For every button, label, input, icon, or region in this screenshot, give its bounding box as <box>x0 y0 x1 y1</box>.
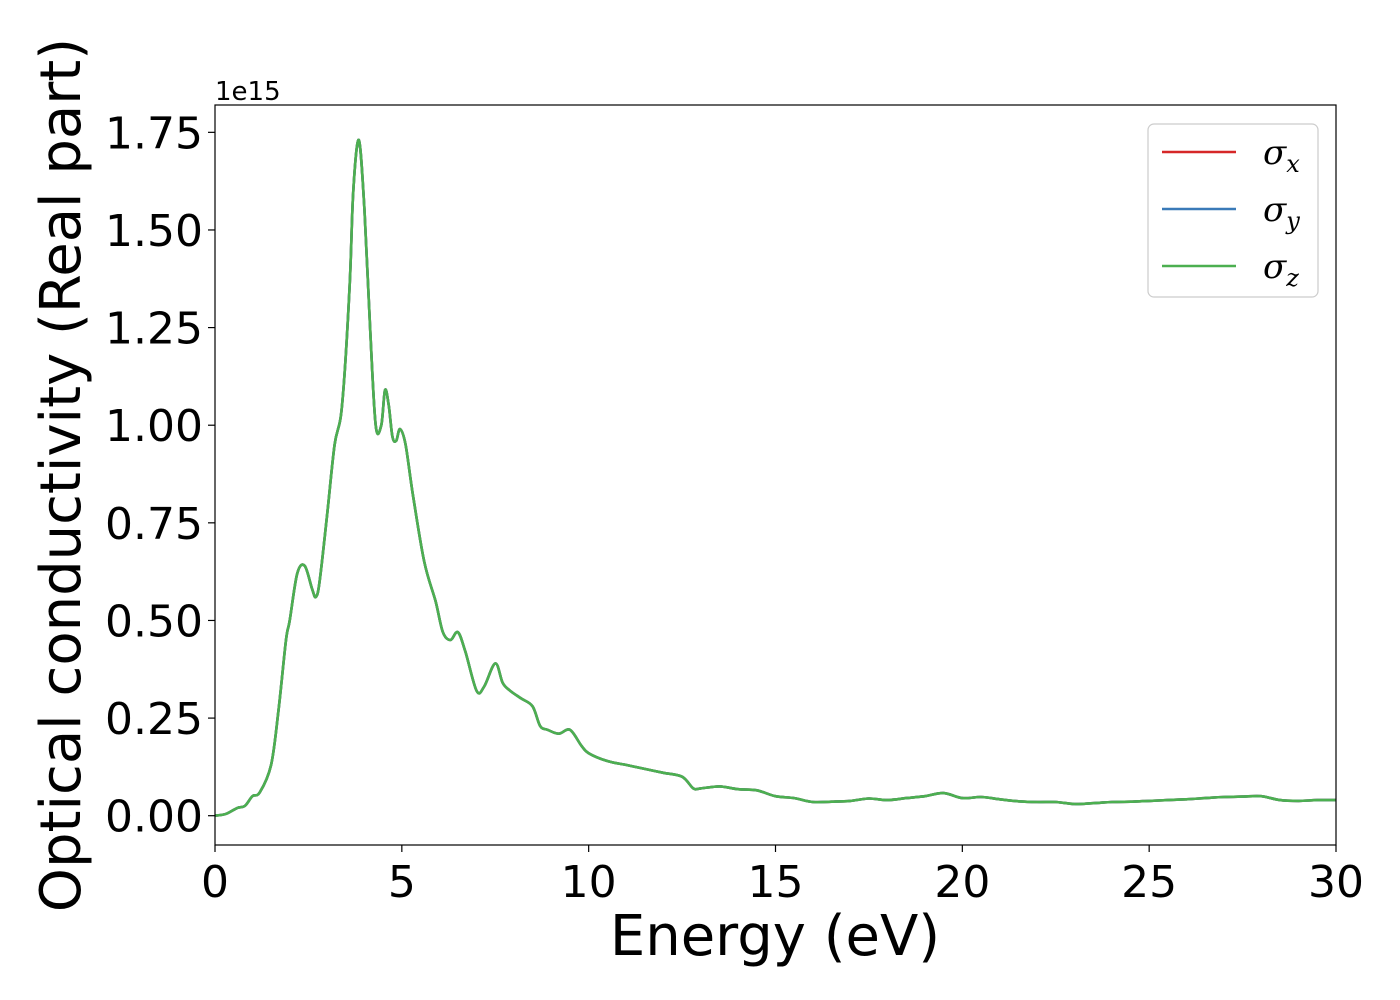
x-tick-label: 10 <box>561 857 617 908</box>
y-axis: 0.00 0.25 0.50 0.75 1.00 1.25 1.50 1.75 <box>105 108 215 843</box>
y-tick-label: 1.50 <box>105 206 203 257</box>
x-axis-label: Energy (eV) <box>610 904 940 969</box>
x-tick-label: 30 <box>1308 857 1364 908</box>
series-layer <box>214 138 1337 817</box>
y-tick-label: 1.00 <box>105 401 203 452</box>
y-offset-label: 1e15 <box>215 77 281 107</box>
y-tick-label: 1.75 <box>105 108 203 159</box>
y-tick-label: 0.00 <box>105 792 203 843</box>
x-axis: 0 5 10 15 20 25 30 <box>201 845 1364 908</box>
legend-box <box>1147 123 1319 298</box>
y-tick-label: 0.25 <box>105 694 203 745</box>
y-axis-label: Optical conductivity (Real part) <box>29 38 94 912</box>
x-tick-label: 5 <box>388 857 416 908</box>
x-tick-label: 20 <box>934 857 990 908</box>
y-tick-label: 1.25 <box>105 304 203 355</box>
y-tick-label: 0.50 <box>105 596 203 647</box>
series-line-sigma-z <box>214 138 1337 817</box>
x-tick-label: 15 <box>748 857 804 908</box>
x-tick-label: 0 <box>201 857 229 908</box>
x-tick-label: 25 <box>1121 857 1177 908</box>
y-tick-label: 0.75 <box>105 499 203 550</box>
